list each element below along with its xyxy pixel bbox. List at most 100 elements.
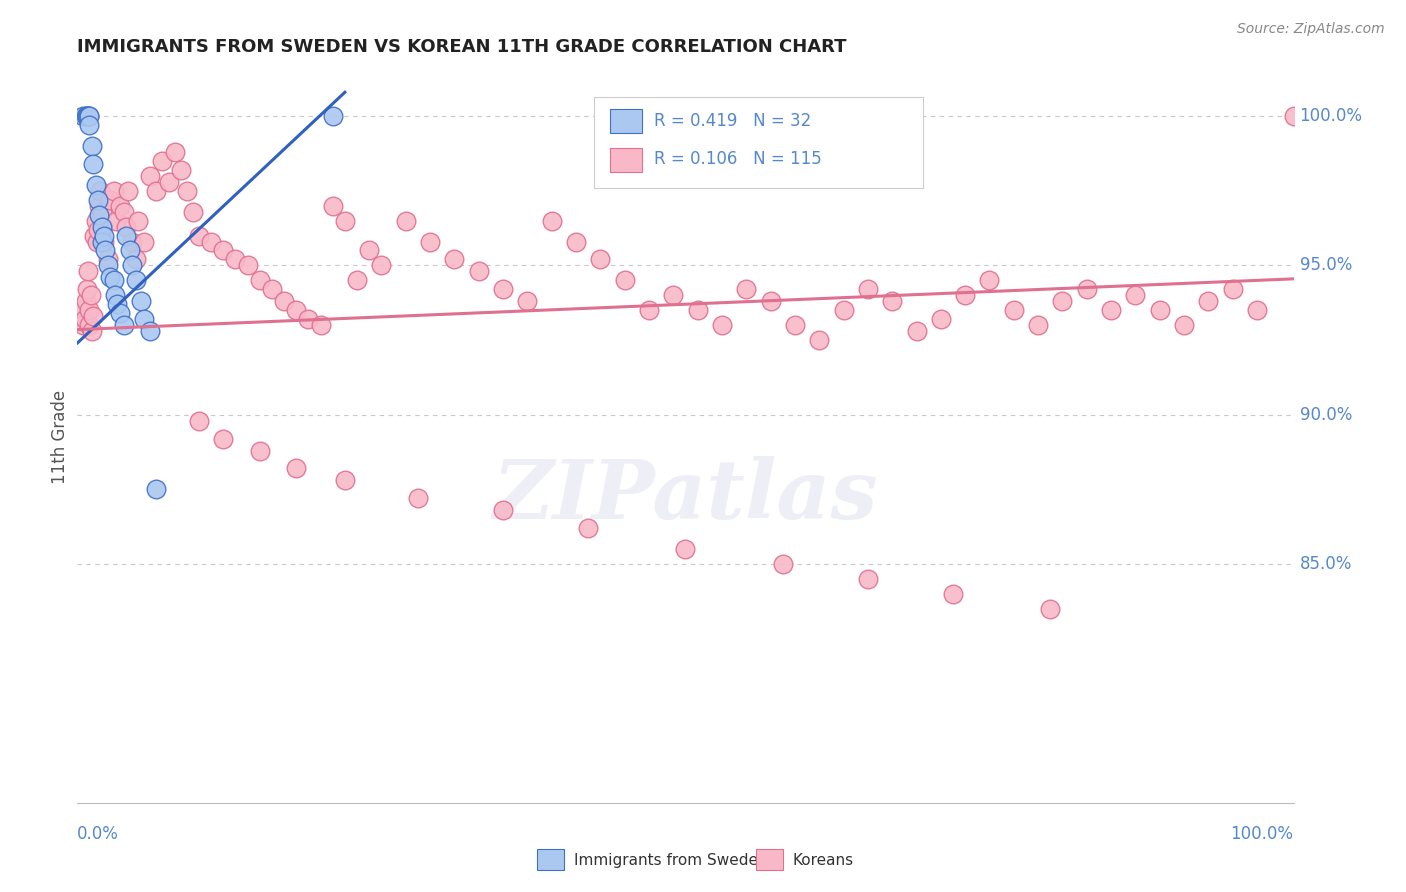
Point [273,294,295,309]
Point [115,219,138,234]
Point [406,491,429,506]
Point [443,252,465,267]
Point [127,213,149,227]
Point [905,324,928,338]
Point [1076,282,1098,296]
Point [249,273,271,287]
Point [134,235,156,249]
Point [224,252,246,267]
Point [121,259,143,273]
Point [181,204,204,219]
Point [1125,288,1147,302]
Point [1149,303,1171,318]
Text: R = 0.106   N = 115: R = 0.106 N = 115 [654,150,821,168]
Point [675,542,697,557]
Text: IMMIGRANTS FROM SWEDEN VS KOREAN 11TH GRADE CORRELATION CHART: IMMIGRANTS FROM SWEDEN VS KOREAN 11TH GR… [77,38,846,56]
Point [576,521,599,535]
Point [783,318,806,332]
Point [87,193,110,207]
Point [98,193,121,207]
Point [93,235,115,249]
Point [856,282,879,296]
Point [176,184,198,198]
Point [79,109,101,123]
Point [686,303,709,318]
Text: 100.0%: 100.0% [1299,107,1362,125]
Point [118,244,141,258]
Point [145,483,167,497]
Point [309,318,332,332]
Point [1002,303,1025,318]
Point [94,244,117,258]
FancyBboxPatch shape [610,109,641,133]
Point [1222,282,1244,296]
Point [613,273,636,287]
Point [75,294,97,309]
FancyBboxPatch shape [595,97,922,188]
Point [70,303,93,318]
Point [1282,109,1305,123]
Point [540,213,562,227]
Point [72,318,94,332]
Point [236,259,259,273]
Point [200,235,222,249]
Text: 95.0%: 95.0% [1299,256,1353,275]
Point [91,219,114,234]
Point [80,324,103,338]
Point [370,259,392,273]
Point [297,312,319,326]
Point [80,288,103,302]
FancyBboxPatch shape [537,848,564,870]
Point [395,213,418,227]
Point [90,235,112,249]
Point [516,294,538,309]
Point [322,109,344,123]
Point [979,273,1001,287]
Point [359,244,381,258]
Point [90,219,112,234]
Point [73,312,96,326]
Point [97,252,120,267]
Point [589,252,612,267]
Point [212,244,235,258]
Point [856,572,879,586]
Point [1099,303,1122,318]
Point [1052,294,1074,309]
Point [129,294,152,309]
Point [249,443,271,458]
Point [84,178,107,192]
Text: Source: ZipAtlas.com: Source: ZipAtlas.com [1237,22,1385,37]
Point [188,228,211,243]
FancyBboxPatch shape [610,148,641,171]
Text: 90.0%: 90.0% [1299,406,1353,424]
Point [285,461,308,475]
Point [86,235,108,249]
Point [77,264,100,278]
Point [89,208,111,222]
Point [260,282,283,296]
Point [1246,303,1268,318]
Point [419,235,441,249]
Point [163,145,186,159]
Point [89,199,111,213]
Point [93,228,115,243]
Point [188,414,211,428]
Point [333,213,356,227]
Point [90,204,112,219]
Point [75,109,97,123]
Point [832,303,855,318]
Point [134,312,156,326]
Point [115,228,138,243]
Point [103,184,125,198]
FancyBboxPatch shape [756,848,783,870]
Point [212,432,235,446]
Point [83,228,105,243]
Point [152,153,174,168]
Point [157,175,180,189]
Point [735,282,758,296]
Point [105,213,128,227]
Point [121,235,143,249]
Point [1026,318,1049,332]
Point [77,109,100,123]
Text: 0.0%: 0.0% [77,825,120,843]
